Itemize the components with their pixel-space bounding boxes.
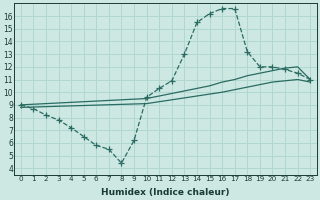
X-axis label: Humidex (Indice chaleur): Humidex (Indice chaleur) [101, 188, 230, 197]
